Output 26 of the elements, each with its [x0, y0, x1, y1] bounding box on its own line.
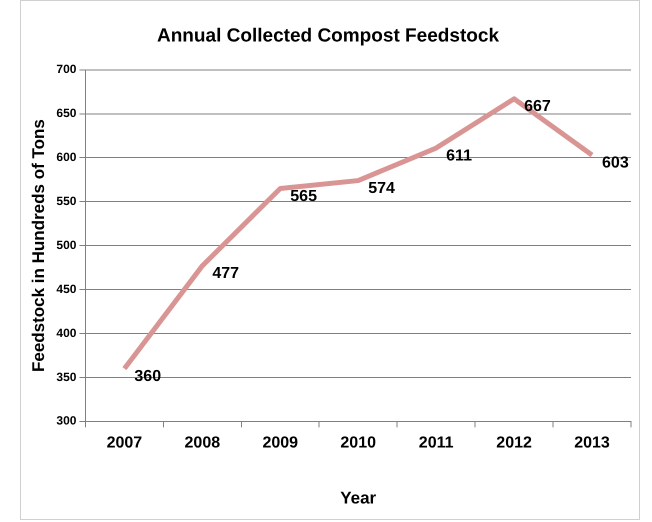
- x-tick-label: 2013: [574, 434, 610, 452]
- x-axis-title: Year: [340, 488, 377, 508]
- y-axis-title: Feedstock in Hundreds of Tons: [28, 119, 48, 372]
- x-tick-label: 2012: [496, 434, 532, 452]
- y-tick-label: 450: [56, 282, 77, 296]
- y-tick-label: 600: [56, 150, 77, 164]
- x-tick-label: 2008: [184, 434, 220, 452]
- data-label: 565: [290, 188, 318, 205]
- y-tick-label: 700: [56, 62, 77, 76]
- y-tick-label: 500: [56, 238, 77, 252]
- y-tick-label: 650: [56, 106, 77, 120]
- x-tick-label: 2010: [340, 434, 376, 452]
- y-tick-label: 400: [56, 326, 77, 340]
- x-tick-label: 2009: [262, 434, 298, 452]
- y-tick-label: 350: [56, 370, 77, 384]
- y-tick-label: 300: [56, 414, 77, 428]
- data-label: 574: [368, 180, 396, 197]
- chart-title: Annual Collected Compost Feedstock: [156, 26, 500, 47]
- data-label: 611: [446, 147, 472, 164]
- data-label: 603: [602, 154, 629, 172]
- data-label: 360: [134, 368, 162, 386]
- data-label: 477: [212, 265, 240, 282]
- y-tick-label: 550: [56, 194, 77, 208]
- data-label: 667: [524, 98, 551, 116]
- x-tick-label: 2007: [106, 434, 142, 452]
- x-tick-label: 2011: [418, 434, 454, 452]
